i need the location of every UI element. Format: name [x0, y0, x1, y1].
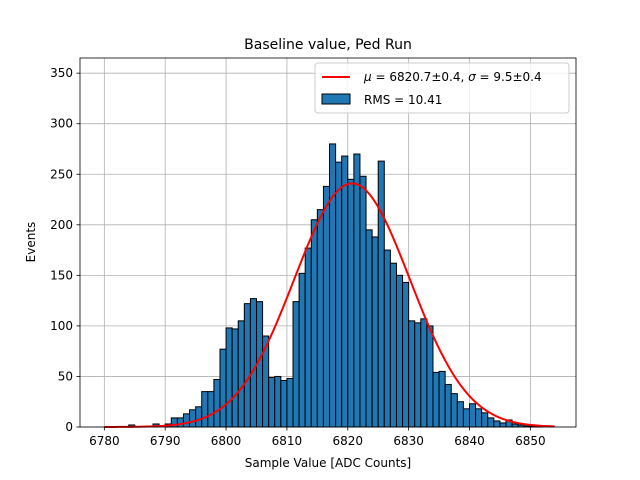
y-axis-label: Events	[24, 222, 38, 263]
histogram-bar	[395, 274, 404, 428]
chart-title: Baseline value, Ped Run	[244, 37, 412, 53]
histogram-bar	[176, 417, 184, 428]
histogram-bar	[402, 281, 410, 428]
gaussian-fit-layer	[104, 182, 555, 428]
legend-histogram-swatch	[321, 93, 351, 105]
legend-histogram-label: RMS = 10.41	[364, 93, 442, 107]
histogram-bar	[292, 301, 300, 428]
histogram-bar	[359, 175, 367, 428]
histogram-bar	[310, 219, 318, 428]
x-tick-label: 6820	[333, 434, 364, 448]
y-tick-label: 100	[50, 319, 73, 333]
x-tick-label: 6780	[89, 434, 120, 448]
histogram-bar	[353, 153, 361, 428]
histogram-bar	[213, 378, 221, 428]
legend-box	[314, 62, 570, 114]
histogram-bar	[322, 185, 331, 428]
histogram-bar	[493, 420, 501, 428]
histogram-bar	[371, 236, 379, 428]
histogram-bar	[243, 303, 251, 428]
y-tick-label: 250	[50, 167, 73, 181]
legend-fit-label: μ = 6820.7±0.4, σ = 9.5±0.4	[363, 70, 542, 84]
y-tick-label: 200	[50, 218, 73, 232]
histogram-bar	[481, 412, 489, 428]
histogram-bar	[335, 161, 343, 428]
histogram-bar	[231, 328, 239, 428]
histogram-bar	[237, 320, 245, 428]
x-axis-ticks: 6780 6790 6800 6810 6820 6830 6840 6850	[89, 427, 546, 448]
histogram-bar	[347, 178, 355, 428]
histogram-bar	[280, 379, 288, 428]
histogram-bar	[383, 249, 391, 428]
histogram-bar	[274, 375, 282, 428]
histogram-bar	[511, 423, 519, 428]
histogram-bar	[225, 327, 233, 428]
histogram-bar	[438, 370, 446, 428]
histogram-bar	[408, 320, 416, 428]
x-tick-label: 6800	[211, 434, 242, 448]
y-tick-label: 150	[50, 268, 73, 282]
y-tick-label: 0	[65, 420, 73, 434]
histogram-bar	[365, 229, 373, 428]
histogram-bar	[329, 143, 337, 428]
histogram-bar	[189, 409, 197, 428]
y-tick-label: 350	[50, 66, 73, 80]
x-tick-label: 6840	[454, 434, 485, 448]
histogram-bar	[426, 325, 434, 428]
x-axis-label: Sample Value [ADC Counts]	[245, 456, 411, 470]
histogram-bar	[475, 408, 483, 428]
histogram-bar	[298, 272, 306, 428]
histogram-bar	[432, 371, 440, 428]
histogram-bar	[420, 318, 428, 428]
histogram-bar	[304, 247, 312, 428]
histogram-bar	[286, 377, 294, 428]
histogram-bar	[201, 391, 209, 428]
x-tick-label: 6850	[515, 434, 546, 448]
histogram-bar	[450, 393, 458, 428]
histogram-bar	[341, 155, 349, 428]
histogram-bar	[499, 422, 507, 428]
gaussian-fit-curve	[104, 182, 555, 428]
histogram-bar	[456, 401, 464, 428]
histogram-bars	[128, 143, 544, 428]
histogram-bar	[316, 209, 324, 428]
y-axis-ticks: 0 50 100 150 200 250 300 350	[50, 66, 80, 434]
histogram-bar	[462, 408, 470, 428]
histogram-bar	[182, 413, 191, 428]
histogram-bar	[249, 298, 257, 428]
x-tick-label: 6830	[393, 434, 424, 448]
plot-frame	[79, 57, 577, 428]
histogram-bar	[487, 417, 495, 428]
histogram-bar	[219, 348, 227, 428]
x-tick-label: 6790	[150, 434, 181, 448]
x-tick-label: 6810	[272, 434, 303, 448]
y-tick-label: 300	[50, 117, 73, 131]
histogram-bar	[207, 391, 215, 428]
histogram-bar	[444, 384, 452, 428]
histogram-bar	[195, 406, 203, 428]
histogram-bar	[268, 376, 276, 428]
y-tick-label: 50	[58, 369, 73, 383]
histogram-bar	[468, 403, 477, 428]
histogram-bar	[389, 262, 397, 428]
histogram-bar	[414, 322, 422, 428]
legend: μ = 6820.7±0.4, σ = 9.5±0.4 RMS = 10.41	[314, 62, 570, 114]
histogram-bar	[377, 160, 385, 428]
